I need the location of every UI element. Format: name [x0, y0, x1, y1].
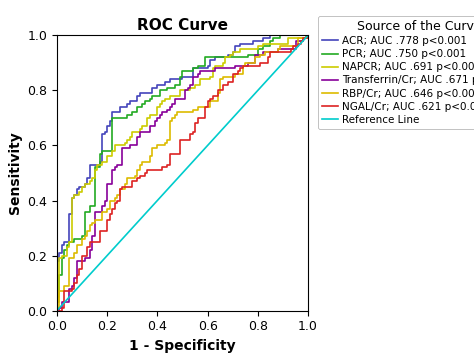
- X-axis label: 1 - Specificity: 1 - Specificity: [129, 339, 236, 353]
- Y-axis label: Sensitivity: Sensitivity: [8, 132, 22, 214]
- Title: ROC Curve: ROC Curve: [137, 18, 228, 33]
- Legend: ACR; AUC .778 p<0.001, PCR; AUC .750 p<0.001, NAPCR; AUC .691 p<0.001, Transferr: ACR; AUC .778 p<0.001, PCR; AUC .750 p<0…: [318, 16, 474, 129]
